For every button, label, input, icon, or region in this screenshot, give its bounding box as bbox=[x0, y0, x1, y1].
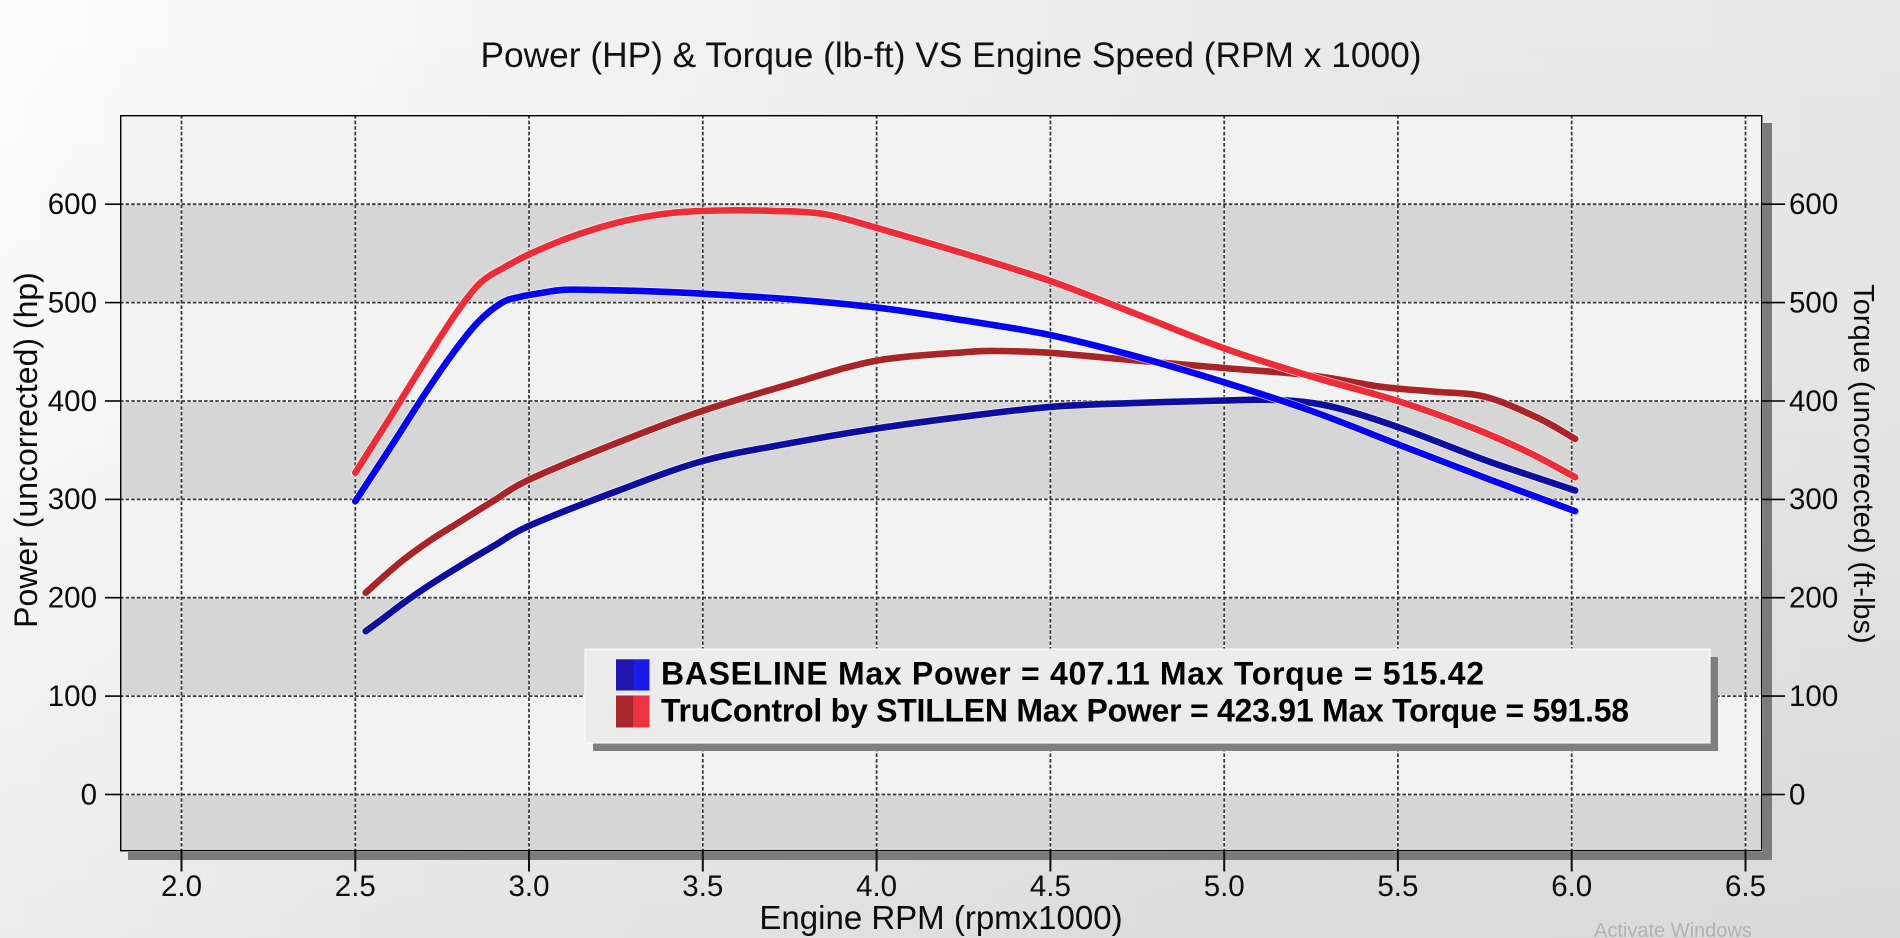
svg-text:BASELINE Max Power = 407.11 Ma: BASELINE Max Power = 407.11 Max Torque =… bbox=[661, 656, 1485, 692]
svg-text:Power (uncorrected) (hp): Power (uncorrected) (hp) bbox=[8, 272, 44, 628]
svg-text:400: 400 bbox=[48, 385, 97, 418]
svg-text:500: 500 bbox=[1789, 286, 1838, 319]
svg-text:Activate Windows: Activate Windows bbox=[1594, 920, 1752, 938]
svg-text:Engine RPM (rpmx1000): Engine RPM (rpmx1000) bbox=[759, 899, 1122, 936]
svg-text:5.0: 5.0 bbox=[1204, 870, 1245, 903]
svg-text:200: 200 bbox=[48, 582, 97, 615]
svg-text:600: 600 bbox=[48, 188, 97, 221]
svg-text:3.0: 3.0 bbox=[508, 870, 549, 903]
svg-text:0: 0 bbox=[1789, 778, 1805, 811]
svg-text:Torque (uncorrected) (ft-lbs): Torque (uncorrected) (ft-lbs) bbox=[1847, 284, 1879, 643]
svg-text:500: 500 bbox=[48, 286, 97, 319]
svg-text:100: 100 bbox=[1789, 680, 1838, 713]
svg-text:5.5: 5.5 bbox=[1377, 870, 1418, 903]
svg-text:400: 400 bbox=[1789, 385, 1838, 418]
svg-text:100: 100 bbox=[48, 680, 97, 713]
svg-text:2.0: 2.0 bbox=[161, 870, 202, 903]
svg-text:4.5: 4.5 bbox=[1030, 870, 1071, 903]
svg-text:600: 600 bbox=[1789, 188, 1838, 221]
svg-text:2.5: 2.5 bbox=[335, 870, 376, 903]
svg-text:TruControl by STILLEN Max Powe: TruControl by STILLEN Max Power = 423.91… bbox=[661, 693, 1629, 729]
svg-text:6.5: 6.5 bbox=[1725, 870, 1766, 903]
svg-text:Power (HP) & Torque (lb-ft) VS: Power (HP) & Torque (lb-ft) VS Engine Sp… bbox=[480, 36, 1421, 75]
svg-text:300: 300 bbox=[48, 483, 97, 516]
svg-text:0: 0 bbox=[81, 778, 97, 811]
svg-text:200: 200 bbox=[1789, 582, 1838, 615]
svg-text:3.5: 3.5 bbox=[682, 870, 723, 903]
svg-text:6.0: 6.0 bbox=[1551, 870, 1592, 903]
svg-text:4.0: 4.0 bbox=[856, 870, 897, 903]
svg-text:300: 300 bbox=[1789, 483, 1838, 516]
